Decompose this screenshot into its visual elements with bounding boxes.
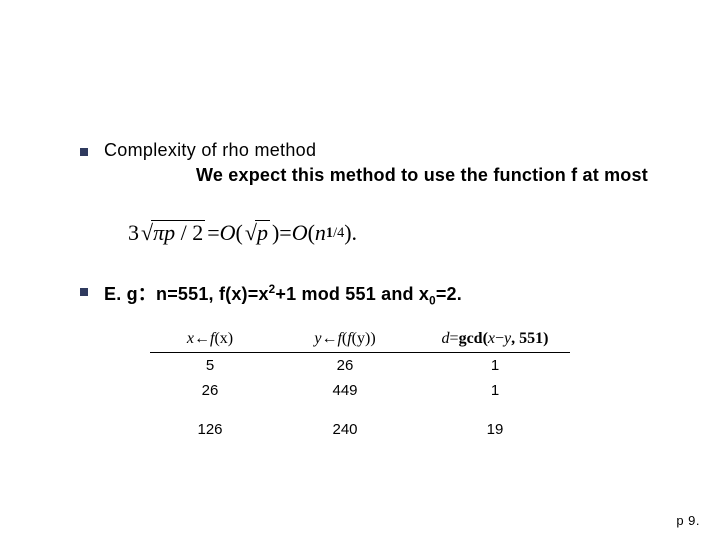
rpar-1: ) [272,220,279,246]
example-line: E. g：n=551, f(x)=x2+1 mod 551 and x0=2. [104,280,462,308]
exponent-1-4: 1/4 [326,225,344,242]
eq-1: = [207,220,219,246]
cell-d-0: 1 [420,357,570,374]
hy-arrow: ← [321,330,337,348]
cell-x-2: 126 [150,421,270,438]
formula-dot: . [352,220,358,246]
hy-y: y [314,330,321,348]
cell-d-1: 1 [420,382,570,399]
hd-rest: , 551) [511,330,548,348]
rpar-2: ) [344,220,351,246]
bullet-row-1: Complexity of rho method [80,140,660,161]
hd-y: y [504,330,511,348]
table-header-row: x ← f(x) y ← f(f(y)) d = gcd(x − y, 551) [150,330,570,353]
sqrt-1: √ πp / 2 [141,220,205,246]
var-p-2: p [255,220,270,245]
sqrt-2: √ p [245,220,270,246]
table-gap [150,403,570,417]
hx-px: (x) [214,330,233,348]
pi: π [153,220,164,245]
hd-d: d [442,330,450,348]
big-o-1: O [220,220,236,246]
cell-d-2: 19 [420,421,570,438]
formula-leading-3: 3 [128,220,139,246]
sqrt-1-arg: πp / 2 [151,220,205,245]
bullet-2: E. g：n=551, f(x)=x2+1 mod 551 and x0=2. [80,280,660,312]
bullet-square-icon [80,148,88,156]
bullet-square-icon-2 [80,288,88,296]
table-row: 126 240 19 [150,417,570,442]
bullet-1-line-1: Complexity of rho method [104,140,316,161]
over-2: / 2 [175,220,203,245]
cell-x-1: 26 [150,382,270,399]
exp-1: 1 [326,225,333,241]
table-row: 5 26 1 [150,353,570,378]
col-header-x: x ← f(x) [150,330,270,348]
lpar-1: ( [236,220,243,246]
slide: Complexity of rho method We expect this … [0,0,720,540]
table-row: 26 449 1 [150,378,570,403]
eg-suffix: =2. [436,284,462,304]
cell-y-1: 449 [270,382,420,399]
cell-y-2: 240 [270,421,420,438]
page-number: p 9. [676,513,700,528]
exp-4: 4 [337,225,344,241]
bullet-1-line-2: We expect this method to use the functio… [196,165,660,186]
hx-arrow: ← [194,330,210,348]
col-header-y: y ← f(f(y)) [270,330,420,348]
hy-rpar: ) [370,330,375,348]
lpar-2: ( [308,220,315,246]
eg-mid: +1 mod 551 and x [275,284,429,304]
var-p-1: p [164,220,175,245]
bullet-row-2: E. g：n=551, f(x)=x2+1 mod 551 and x0=2. [80,280,660,308]
big-o-2: O [292,220,308,246]
hx-x: x [187,330,194,348]
eg-prefix: E. g：n=551, f(x)=x [104,284,269,304]
hd-gcd: gcd( [459,330,488,348]
cell-y-0: 26 [270,357,420,374]
bullet-1: Complexity of rho method We expect this … [80,140,660,186]
eq-2: = [279,220,291,246]
cell-x-0: 5 [150,357,270,374]
hd-x: x [488,330,495,348]
var-n: n [315,220,326,246]
hy-y2: (y) [352,330,371,348]
col-header-d: d = gcd(x − y, 551) [420,330,570,348]
iteration-table: x ← f(x) y ← f(f(y)) d = gcd(x − y, 551)… [150,330,570,442]
hd-eq: = [450,330,459,348]
hd-minus: − [495,330,504,348]
eg-sub: 0 [429,295,436,308]
complexity-formula: 3 √ πp / 2 = O ( √ p ) = O ( n 1/4 ) . [128,220,357,246]
